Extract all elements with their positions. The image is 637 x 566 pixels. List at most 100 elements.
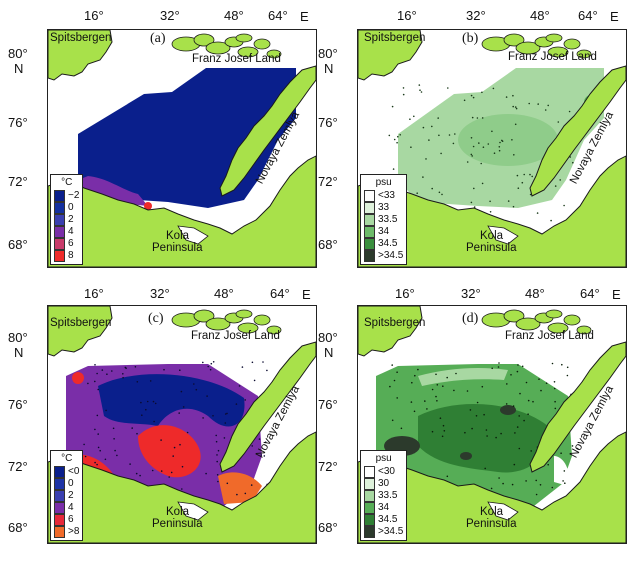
station-dot — [83, 443, 85, 446]
station-dot — [513, 463, 516, 466]
station-dot — [447, 87, 449, 89]
lat-tick: 68° — [8, 237, 28, 252]
station-dot — [437, 117, 439, 119]
legend-title: psu — [375, 453, 392, 464]
legend: °C <0 0 2 4 6 >8 — [50, 450, 84, 541]
lat-unit: N — [14, 345, 24, 360]
legend-entry: <33 — [364, 190, 403, 202]
station-dot — [422, 126, 425, 129]
station-dot — [446, 475, 449, 478]
station-dot — [438, 134, 440, 137]
low-salinity-zone — [418, 368, 508, 386]
station-dot — [440, 152, 442, 155]
station-dot — [399, 134, 401, 136]
legend-label: 34 — [378, 226, 390, 237]
land-franz-josef-island — [253, 314, 271, 326]
station-dot — [439, 417, 442, 419]
station-dot — [514, 432, 516, 434]
station-dot — [435, 395, 437, 398]
land-franz-josef-island — [545, 33, 563, 43]
lon-tick: 16° — [395, 286, 415, 301]
lon-tick: 32° — [150, 286, 170, 301]
station-dot — [521, 181, 524, 184]
station-dot — [566, 374, 569, 377]
station-dot — [173, 446, 176, 449]
land-spitsbergen — [48, 306, 113, 357]
station-dot — [482, 146, 485, 148]
legend-swatch — [364, 214, 375, 226]
legend-swatch — [54, 490, 65, 502]
station-dot — [431, 125, 433, 128]
station-dot — [154, 402, 157, 405]
lon-tick: 48° — [214, 286, 234, 301]
station-dot — [163, 368, 165, 371]
legend-entry: >8 — [54, 526, 79, 538]
land-franz-josef-island — [547, 46, 569, 58]
station-dot — [538, 378, 540, 380]
lon-tick: 48° — [530, 8, 550, 23]
legend-label: 34.5 — [378, 514, 398, 525]
station-dot — [443, 430, 446, 432]
station-dot — [251, 361, 254, 364]
station-dot — [135, 472, 138, 475]
station-dot — [506, 383, 508, 385]
station-dot — [521, 365, 524, 368]
station-dot — [397, 135, 399, 138]
station-dot — [202, 417, 204, 419]
station-dot — [539, 484, 542, 486]
panel-label: (c) — [148, 311, 164, 326]
legend-swatch — [54, 478, 65, 490]
station-dot — [436, 400, 438, 402]
lat-tick: 72° — [8, 459, 28, 474]
place-spitsbergen: Spitsbergen — [50, 317, 112, 329]
station-dot — [134, 366, 137, 368]
place-kola: Kola — [166, 506, 190, 518]
legend-entry: 30 — [364, 478, 403, 490]
station-dot — [149, 380, 152, 382]
legend-label: 6 — [68, 238, 74, 249]
station-dot — [140, 401, 142, 404]
station-dot — [454, 133, 456, 135]
station-dot — [266, 369, 268, 372]
station-dot — [507, 200, 510, 202]
land-franz-josef-island — [266, 49, 282, 59]
land-spitsbergen — [48, 30, 113, 81]
station-dot — [478, 142, 480, 144]
station-dot — [475, 415, 478, 417]
station-dot — [419, 89, 421, 91]
station-dot — [388, 134, 391, 137]
land-mainland — [48, 431, 316, 543]
station-dot — [94, 364, 96, 366]
legend: psu <30 30 33.5 34 34.5 >34.5 — [360, 450, 408, 541]
station-dot — [113, 438, 115, 440]
land-mainland — [358, 431, 626, 543]
land-franz-josef-island — [563, 38, 581, 50]
cold-zone — [98, 374, 245, 427]
lon-tick: 16° — [84, 8, 104, 23]
legend-entry: 4 — [54, 502, 79, 514]
station-dot — [470, 153, 473, 156]
legend-label: 33.5 — [378, 214, 398, 225]
station-dot — [472, 96, 475, 99]
station-dot — [511, 139, 513, 141]
place-peninsula: Peninsula — [152, 242, 203, 254]
lat-tick: 72° — [8, 174, 28, 189]
station-dot — [141, 414, 143, 416]
land-novaya-zemlya — [529, 341, 626, 473]
land-franz-josef-island — [503, 309, 525, 323]
station-dot — [476, 117, 479, 119]
station-dot — [469, 409, 472, 411]
station-dot — [523, 173, 525, 176]
station-dot — [498, 362, 500, 364]
station-dot — [553, 387, 556, 390]
station-dot — [547, 104, 549, 107]
station-dot — [224, 422, 227, 424]
station-dot — [431, 388, 434, 391]
legend-swatch — [54, 466, 65, 478]
station-dot — [490, 487, 493, 490]
station-dot — [442, 385, 444, 387]
lat-unit: N — [14, 61, 24, 76]
station-dot — [393, 379, 396, 382]
station-dot — [551, 486, 554, 489]
station-dot — [253, 379, 256, 382]
